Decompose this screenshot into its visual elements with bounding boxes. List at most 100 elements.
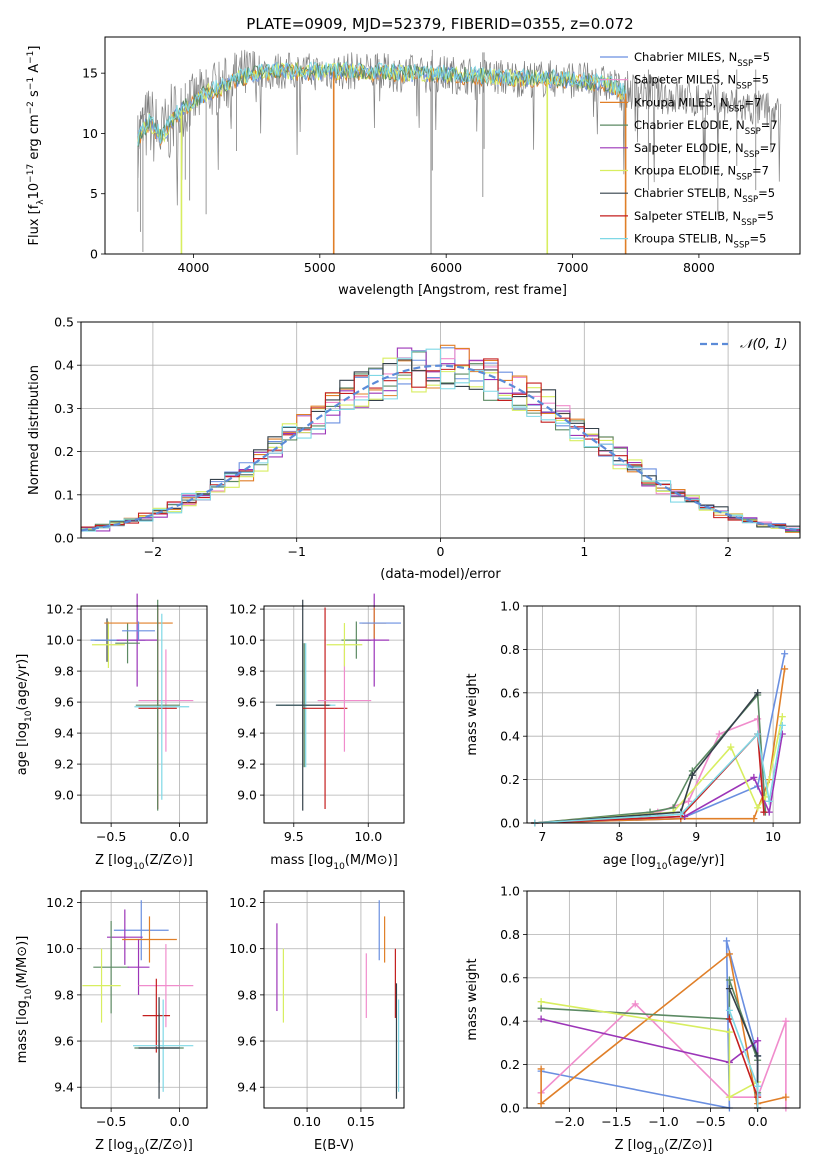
- weight-line: [540, 940, 759, 1109]
- y-tick-label: 15: [82, 66, 98, 81]
- error-bar-point: [91, 621, 125, 668]
- mass_age-panel: 9.5 10.0 9.0 9.2 9.4 9.6 9.8 10.0 10.2 mass [log1…: [229, 593, 405, 872]
- y-tick-label: 9.2: [237, 757, 257, 772]
- weight-marker: [537, 1015, 545, 1023]
- spectrum-legend: Chabrier MILES, NSSP=5 Salpeter MILES, NS…: [600, 50, 778, 251]
- y-tick-label: 9.4: [54, 726, 74, 741]
- residual-histogram: [81, 348, 800, 534]
- x-axis-label: wavelength [Angstrom, rest frame]: [338, 283, 567, 298]
- x-tick-label: 4000: [178, 260, 210, 275]
- axes-frame: [263, 605, 405, 824]
- weight-marker: [778, 730, 786, 738]
- y-tick-label: 9.8: [54, 664, 74, 679]
- ebv_mass-panel: 0.10 0.15 9.4 9.6 9.8 10.0 10.2 E(B-V): [229, 890, 405, 1153]
- weight-marker: [750, 773, 758, 781]
- legend-entry: Chabrier MILES, NSSP=5: [634, 50, 770, 69]
- error-bar-point: [138, 649, 194, 752]
- y-tick-label: 0.4: [500, 729, 520, 744]
- weight-line: [534, 653, 786, 824]
- y-axis-label: mass weight: [465, 958, 480, 1040]
- weight_age-panel: 7 8 9 10 0.0 0.2 0.4 0.6 0.8 1.0 age [log10(age/yr…: [465, 599, 801, 872]
- weight-line: [540, 1002, 787, 1108]
- y-tick-label: 10.2: [229, 602, 257, 617]
- y-axis-label: mass weight: [465, 673, 480, 755]
- legend-entry: Salpeter STELIB, NSSP=5: [634, 209, 774, 228]
- y-tick-label: 10.2: [229, 895, 257, 910]
- legend-entry: Chabrier ELODIE, NSSP=7: [634, 118, 778, 137]
- error-bar-point: [138, 944, 194, 1028]
- y-tick-label: 9.8: [237, 987, 257, 1002]
- weight-line: [541, 979, 759, 1093]
- y-tick-label: 10.0: [46, 633, 74, 648]
- weight-marker: [715, 730, 723, 738]
- y-tick-label: 10.0: [229, 633, 257, 648]
- error-bar-point: [135, 599, 180, 811]
- weight-line: [534, 692, 759, 824]
- y-tick-label: 10.0: [229, 941, 257, 956]
- weight-line: [540, 952, 787, 1109]
- x-tick-label: 7000: [557, 260, 589, 275]
- y-tick-label: 1.0: [500, 884, 520, 899]
- x-tick-label: −0.5: [96, 829, 126, 844]
- y-tick-label: 10.0: [46, 941, 74, 956]
- x-tick-label: 9.5: [284, 829, 304, 844]
- y-tick-label: 0.4: [54, 358, 74, 373]
- x-tick-label: −2: [144, 544, 162, 559]
- x-tick-label: 5000: [304, 260, 336, 275]
- weight-marker: [537, 1004, 545, 1012]
- y-tick-label: 0.2: [54, 444, 74, 459]
- error-bar-point: [115, 623, 140, 664]
- y-tick-label: 0.2: [500, 1057, 520, 1072]
- weight-marker: [765, 797, 773, 805]
- y-tick-label: 9.4: [54, 1080, 74, 1095]
- normal-curve: [80, 364, 801, 532]
- legend-entry: Salpeter MILES, NSSP=5: [634, 73, 769, 92]
- axes-frame: [80, 605, 208, 824]
- y-tick-label: 9.6: [237, 1034, 257, 1049]
- weight-marker: [754, 1037, 762, 1045]
- x-tick-label: −1.0: [648, 1114, 678, 1129]
- y-tick-label: 10.2: [46, 895, 74, 910]
- axes-frame: [80, 890, 208, 1109]
- model-spectrum: [137, 61, 627, 146]
- axes-frame: [104, 36, 801, 255]
- weight-marker: [754, 730, 762, 738]
- error-bar-point: [302, 607, 348, 810]
- error-bar-point: [82, 948, 121, 1023]
- legend-entry: Salpeter ELODIE, NSSP=7: [634, 141, 777, 160]
- y-tick-label: 1.0: [500, 599, 520, 614]
- error-bar-point: [93, 921, 129, 1014]
- y-tick-label: 10.2: [46, 602, 74, 617]
- error-bar-point: [122, 621, 155, 641]
- y-tick-label: 9.6: [237, 695, 257, 710]
- legend-entry: Kroupa MILES, NSSP=7: [634, 95, 761, 114]
- figure-title: PLATE=0909, MJD=52379, FIBERID=0355, z=0…: [246, 15, 633, 33]
- z_age-panel: −0.5 0.0 9.0 9.2 9.4 9.6 9.8 10.0 10.2 Z [log10(Z…: [15, 593, 208, 872]
- x-axis-label: E(B-V): [314, 1138, 354, 1153]
- axis-label: Z [log10(Z/Z⊙)]: [95, 853, 193, 872]
- y-tick-label: 5: [90, 186, 98, 201]
- x-tick-label: 8000: [683, 260, 715, 275]
- axis-label: age [log10(age/yr)]: [15, 654, 34, 776]
- weight-marker: [782, 1093, 790, 1101]
- weight-marker: [725, 950, 733, 958]
- y-tick-label: 9.2: [54, 757, 74, 772]
- x-tick-label: 0.15: [347, 1114, 375, 1129]
- weight-marker: [778, 713, 786, 721]
- error-bar-point: [113, 900, 169, 961]
- x-tick-label: 0.0: [748, 1114, 768, 1129]
- weight-marker: [750, 815, 758, 823]
- weight-marker: [725, 985, 733, 993]
- x-tick-label: 1: [580, 544, 588, 559]
- error-bar-point: [134, 613, 190, 800]
- weight-line: [534, 692, 767, 824]
- legend-entry: Chabrier STELIB, NSSP=5: [634, 186, 775, 205]
- y-axis-label: Normed distribution: [27, 365, 42, 495]
- y-tick-label: 0.0: [500, 816, 520, 831]
- x-tick-label: 6000: [430, 260, 462, 275]
- error-bar-point: [326, 623, 363, 667]
- x-tick-label: 0.0: [170, 829, 190, 844]
- legend-entry: Kroupa STELIB, NSSP=5: [634, 232, 766, 251]
- weight-marker: [631, 1000, 639, 1008]
